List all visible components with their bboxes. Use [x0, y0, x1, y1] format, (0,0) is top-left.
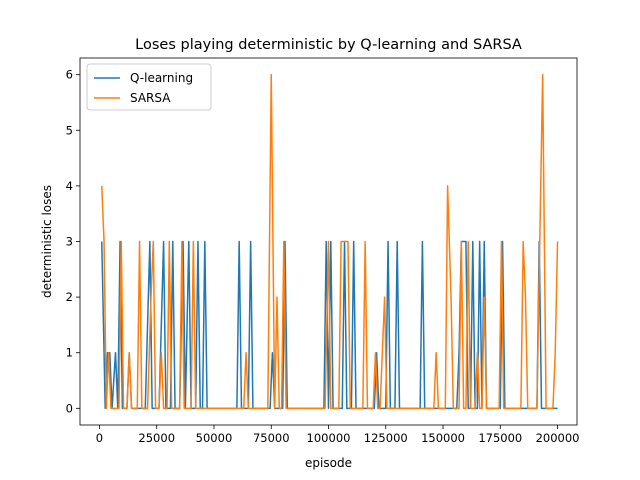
- x-tick-label: 50000: [196, 431, 233, 445]
- x-tick-label: 150000: [421, 431, 465, 445]
- x-tick-label: 100000: [307, 431, 351, 445]
- y-tick-label: 4: [66, 179, 73, 193]
- y-tick-label: 6: [66, 68, 73, 82]
- series-line-sarsa: [101, 73, 559, 410]
- x-tick-label: 25000: [138, 431, 175, 445]
- y-tick-label: 5: [66, 123, 73, 137]
- y-tick-label: 3: [66, 235, 73, 249]
- legend-entry: Q-learning: [130, 71, 193, 85]
- y-axis-label: deterministic loses: [40, 185, 54, 298]
- plot-area: 0 25000 50000 75000 100000 125000 150000 175000…: [66, 57, 580, 445]
- y-tick-label: 0: [66, 401, 73, 415]
- legend-entry: SARSA: [130, 91, 171, 105]
- x-tick-label: 175000: [478, 431, 522, 445]
- x-tick-label: 75000: [253, 431, 290, 445]
- y-tick-label: 2: [66, 290, 73, 304]
- chart-title: Loses playing deterministic by Q-learnin…: [135, 37, 522, 53]
- x-axis-label: episode: [305, 456, 352, 470]
- x-tick-label: 125000: [364, 431, 408, 445]
- x-tick-label: 200000: [536, 431, 580, 445]
- y-tick-label: 1: [66, 346, 73, 360]
- x-tick-label: 0: [96, 431, 103, 445]
